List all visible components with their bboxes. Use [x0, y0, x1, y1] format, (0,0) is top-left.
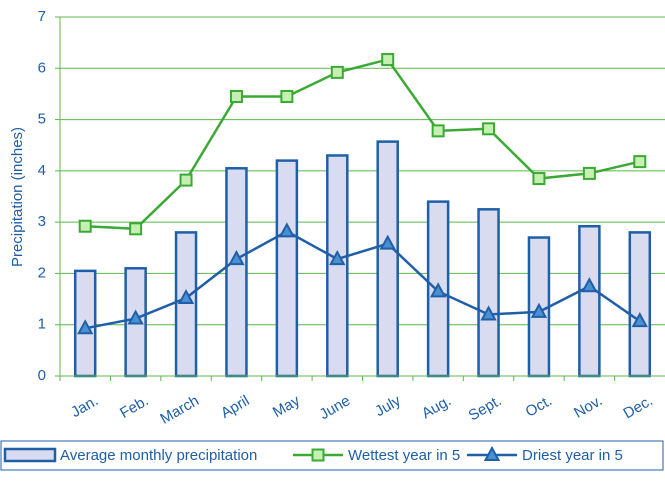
bar — [628, 231, 652, 378]
marker — [379, 234, 396, 250]
x-tick-label: Oct. — [523, 392, 555, 420]
x-tick-label: July — [372, 392, 404, 420]
marker — [177, 288, 195, 305]
marker — [431, 124, 445, 138]
x-tick-label: April — [218, 392, 252, 422]
line — [84, 229, 641, 330]
legend-swatch — [3, 447, 57, 463]
y-tick-label: 2 — [38, 264, 46, 281]
x-tick-label: March — [157, 392, 202, 428]
marker — [631, 312, 648, 328]
x-tick-label: Aug. — [419, 392, 454, 422]
x-tick-label: Nov. — [571, 392, 605, 422]
line — [85, 58, 641, 231]
y-tick-label: 0 — [38, 367, 46, 384]
marker — [381, 53, 395, 67]
legend-marker — [311, 448, 325, 462]
marker — [77, 319, 94, 335]
x-tick-label: Feb. — [117, 392, 151, 422]
y-tick-label: 7 — [38, 8, 46, 25]
marker — [129, 222, 143, 236]
marker — [127, 309, 144, 325]
y-tick-label: 4 — [38, 162, 46, 179]
legend-marker — [483, 445, 501, 461]
marker — [179, 173, 193, 187]
bar — [376, 140, 399, 378]
bar — [477, 208, 500, 378]
x-tick-label: Jan. — [68, 392, 101, 421]
x-tick-label: Sept. — [466, 392, 505, 424]
bar — [326, 154, 349, 378]
y-tick-label: 3 — [38, 213, 46, 230]
marker — [633, 155, 647, 169]
marker — [278, 222, 296, 238]
marker — [581, 277, 598, 293]
marker — [429, 282, 447, 298]
marker — [330, 65, 344, 79]
marker — [280, 89, 294, 103]
marker — [480, 305, 497, 321]
bar — [225, 167, 248, 378]
marker — [329, 249, 346, 266]
bar — [578, 224, 601, 378]
x-tick-label: Dec. — [621, 392, 656, 422]
legend-label: Wettest year in 5 — [348, 447, 460, 464]
y-tick-label: 5 — [38, 111, 46, 128]
y-axis-label: Precipitation (inches) — [9, 127, 26, 267]
legend-label: Average monthly precipitation — [60, 447, 257, 464]
y-tick-label: 6 — [38, 59, 46, 76]
y-tick-label: 1 — [38, 316, 46, 333]
marker — [532, 172, 546, 186]
x-tick-label: May — [270, 392, 303, 421]
marker — [530, 302, 548, 318]
marker — [228, 249, 245, 266]
bar — [174, 231, 198, 378]
marker — [582, 166, 596, 180]
x-tick-label: June — [317, 392, 354, 423]
marker — [78, 219, 92, 233]
legend-label: Driest year in 5 — [522, 447, 623, 464]
marker — [482, 122, 496, 136]
marker — [229, 89, 243, 103]
bar — [275, 159, 299, 378]
